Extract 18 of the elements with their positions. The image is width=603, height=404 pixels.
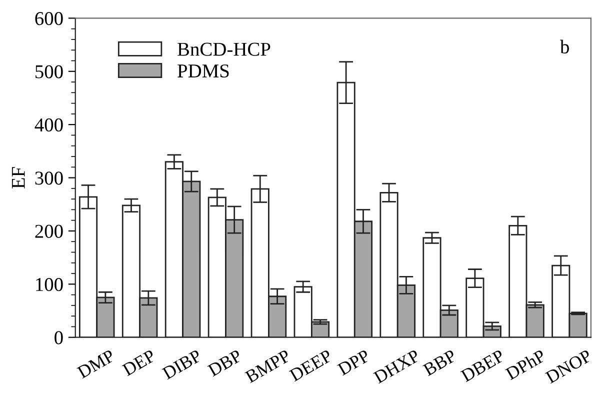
legend-label: BnCD-HCP	[178, 42, 270, 56]
x-tick-label: BBP	[422, 349, 457, 376]
x-tick-label: DIBP	[162, 349, 202, 380]
y-tick-label: 0	[54, 331, 63, 344]
x-tick-label: DPP	[337, 349, 371, 376]
y-tick-label: 300	[35, 172, 63, 185]
legend-label: PDMS	[178, 64, 229, 78]
y-tick-label: 600	[35, 12, 63, 26]
annotation: b	[560, 40, 569, 54]
x-tick-label: DMP	[76, 349, 116, 379]
x-tick-label: DEP	[122, 349, 156, 376]
y-tick-label: 500	[36, 65, 63, 78]
x-tick-label: DPhP	[504, 348, 546, 380]
y-axis-title: EF	[12, 167, 25, 189]
y-tick-label: 400	[34, 118, 63, 132]
y-tick-label: 200	[35, 224, 63, 238]
y-tick-label: 100	[36, 278, 63, 292]
x-tick-label: DBP	[207, 349, 243, 377]
